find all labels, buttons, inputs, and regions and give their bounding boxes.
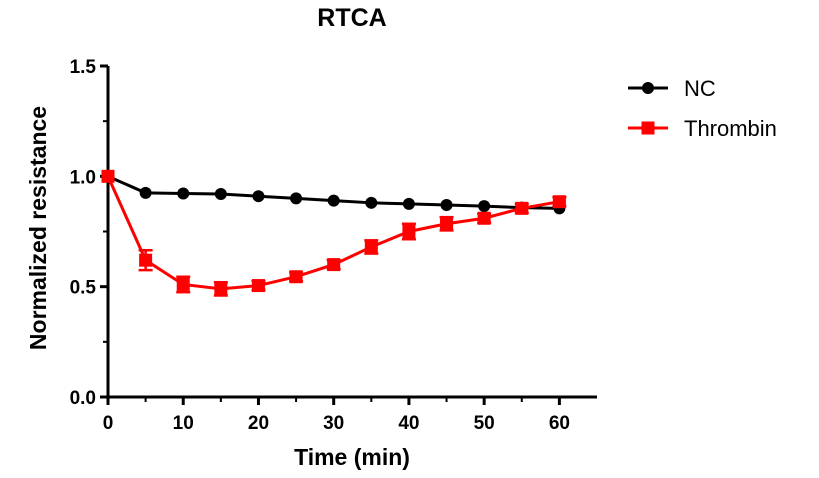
series-thrombin (101, 169, 567, 297)
legend: NC Thrombin (628, 76, 777, 141)
legend-item-thrombin: Thrombin (628, 116, 777, 141)
x-tick-label: 10 (173, 413, 194, 434)
legend-label: NC (684, 76, 716, 101)
series-nc (102, 170, 566, 215)
data-point (139, 186, 152, 199)
data-point (440, 217, 454, 231)
data-point (176, 277, 190, 291)
y-tick-label: 0.5 (70, 278, 97, 299)
x-tick-label: 0 (103, 413, 114, 434)
y-tick-label: 1.5 (70, 57, 97, 78)
data-point (101, 169, 115, 183)
y-tick-label: 0.0 (70, 388, 96, 409)
x-tick-label: 60 (549, 413, 570, 434)
data-point (327, 258, 341, 272)
data-point (365, 196, 378, 209)
legend-marker (641, 121, 655, 135)
y-tick-label: 1.0 (70, 167, 96, 188)
data-point (290, 192, 303, 205)
data-point (477, 211, 491, 225)
series-layer (101, 169, 567, 297)
data-point (327, 194, 340, 207)
data-point (364, 240, 378, 254)
data-point (402, 197, 415, 210)
legend-label: Thrombin (684, 116, 777, 141)
x-axis-label: Time (min) (294, 444, 410, 470)
x-tick-label: 40 (398, 413, 419, 434)
data-point (402, 225, 416, 238)
data-point (139, 253, 153, 267)
x-tick-label: 30 (323, 413, 344, 434)
data-point (478, 200, 491, 213)
x-tick-label: 20 (248, 413, 269, 434)
data-point (214, 187, 227, 200)
data-point (552, 195, 566, 209)
data-point (440, 199, 453, 212)
data-point (251, 279, 265, 293)
y-axis-label: Normalized resistance (25, 106, 51, 350)
x-tick-label: 50 (474, 413, 495, 434)
data-point (177, 187, 190, 200)
legend-item-nc: NC (628, 76, 716, 101)
data-point (289, 270, 303, 284)
axis-ticks: 0 10 20 30 40 50 60 0.0 0.5 1.0 1.5 (70, 57, 570, 434)
legend-marker (642, 82, 654, 94)
data-point (252, 190, 265, 203)
data-point (214, 282, 228, 296)
data-point (515, 201, 529, 215)
chart-title: RTCA (317, 4, 386, 32)
